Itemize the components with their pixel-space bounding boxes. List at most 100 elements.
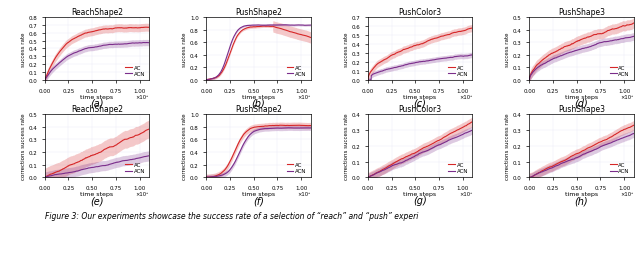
- AC: [428, 143, 435, 146]
- Line: AC: AC: [368, 29, 472, 81]
- ACN: [145, 155, 153, 158]
- ACN: [284, 127, 292, 130]
- AC: [298, 34, 305, 37]
- AC: [102, 28, 110, 31]
- ACN: [203, 176, 211, 179]
- AC: [103, 28, 111, 31]
- Text: ×10⁸: ×10⁸: [298, 192, 310, 197]
- ACN: [452, 136, 460, 139]
- Legend: AC, ACN: AC, ACN: [124, 162, 146, 175]
- AC: [203, 176, 211, 179]
- Title: PushColor3: PushColor3: [399, 105, 442, 114]
- AC: [307, 37, 314, 40]
- Text: ×10⁸: ×10⁸: [620, 192, 634, 197]
- Line: ACN: ACN: [368, 131, 472, 178]
- AC: [298, 124, 305, 128]
- Text: ×10⁸: ×10⁸: [459, 192, 472, 197]
- ACN: [264, 24, 272, 27]
- AC: [620, 25, 628, 28]
- Y-axis label: success rate: success rate: [182, 32, 187, 67]
- ACN: [264, 24, 272, 27]
- ACN: [267, 127, 275, 130]
- AC: [458, 126, 466, 130]
- AC: [204, 176, 212, 179]
- ACN: [630, 133, 637, 136]
- ACN: [41, 79, 49, 82]
- Y-axis label: success rate: success rate: [505, 32, 510, 67]
- Legend: AC, ACN: AC, ACN: [609, 65, 631, 78]
- X-axis label: time steps: time steps: [565, 192, 598, 197]
- AC: [291, 32, 299, 35]
- ACN: [526, 77, 534, 80]
- AC: [202, 176, 210, 179]
- Text: ×10⁸: ×10⁸: [459, 95, 472, 100]
- ACN: [588, 45, 595, 49]
- AC: [41, 176, 49, 179]
- AC: [426, 144, 434, 147]
- AC: [468, 27, 476, 30]
- ACN: [426, 60, 433, 63]
- AC: [145, 27, 153, 30]
- AC: [426, 39, 434, 42]
- ACN: [264, 128, 272, 131]
- AC: [203, 79, 211, 82]
- AC: [103, 147, 111, 150]
- AC: [525, 79, 533, 82]
- AC: [526, 176, 534, 179]
- AC: [525, 176, 533, 179]
- ACN: [129, 158, 136, 161]
- ACN: [525, 79, 533, 82]
- ACN: [145, 42, 153, 45]
- ACN: [307, 24, 314, 27]
- ACN: [426, 148, 433, 151]
- Text: ×10⁸: ×10⁸: [136, 95, 149, 100]
- AC: [260, 25, 268, 28]
- Line: ACN: ACN: [368, 56, 472, 81]
- Line: AC: AC: [529, 126, 634, 178]
- ACN: [588, 150, 595, 153]
- Line: AC: AC: [206, 126, 310, 178]
- AC: [42, 176, 49, 179]
- AC: [364, 176, 372, 179]
- Title: PushShape3: PushShape3: [558, 8, 605, 17]
- Line: AC: AC: [368, 122, 472, 178]
- AC: [136, 133, 143, 136]
- X-axis label: time steps: time steps: [403, 95, 436, 100]
- ACN: [291, 127, 299, 130]
- AC: [145, 128, 153, 131]
- Line: ACN: ACN: [529, 37, 634, 81]
- AC: [364, 176, 372, 179]
- Line: ACN: ACN: [206, 26, 310, 80]
- Text: (f): (f): [253, 195, 264, 205]
- Line: ACN: ACN: [529, 134, 634, 178]
- ACN: [589, 45, 597, 48]
- AC: [426, 40, 433, 43]
- Text: ×10⁸: ×10⁸: [298, 95, 310, 100]
- ACN: [364, 79, 372, 82]
- ACN: [41, 176, 49, 179]
- AC: [136, 27, 143, 30]
- ACN: [280, 24, 287, 27]
- ACN: [468, 129, 476, 132]
- ACN: [102, 164, 110, 167]
- AC: [468, 121, 476, 124]
- ACN: [526, 176, 534, 179]
- Title: PushShape2: PushShape2: [235, 8, 282, 17]
- ACN: [426, 148, 434, 151]
- AC: [620, 129, 628, 132]
- AC: [613, 27, 621, 30]
- ACN: [613, 139, 621, 142]
- AC: [265, 26, 273, 29]
- ACN: [428, 147, 435, 150]
- Legend: AC, ACN: AC, ACN: [447, 162, 469, 175]
- Text: (e): (e): [90, 195, 104, 205]
- ACN: [102, 44, 110, 47]
- Legend: AC, ACN: AC, ACN: [609, 162, 631, 175]
- AC: [526, 76, 534, 79]
- AC: [428, 39, 435, 42]
- Text: (b): (b): [252, 99, 266, 108]
- Text: (h): (h): [575, 195, 588, 205]
- ACN: [42, 78, 49, 82]
- Text: (g): (g): [413, 195, 427, 205]
- Title: ReachShape2: ReachShape2: [71, 8, 123, 17]
